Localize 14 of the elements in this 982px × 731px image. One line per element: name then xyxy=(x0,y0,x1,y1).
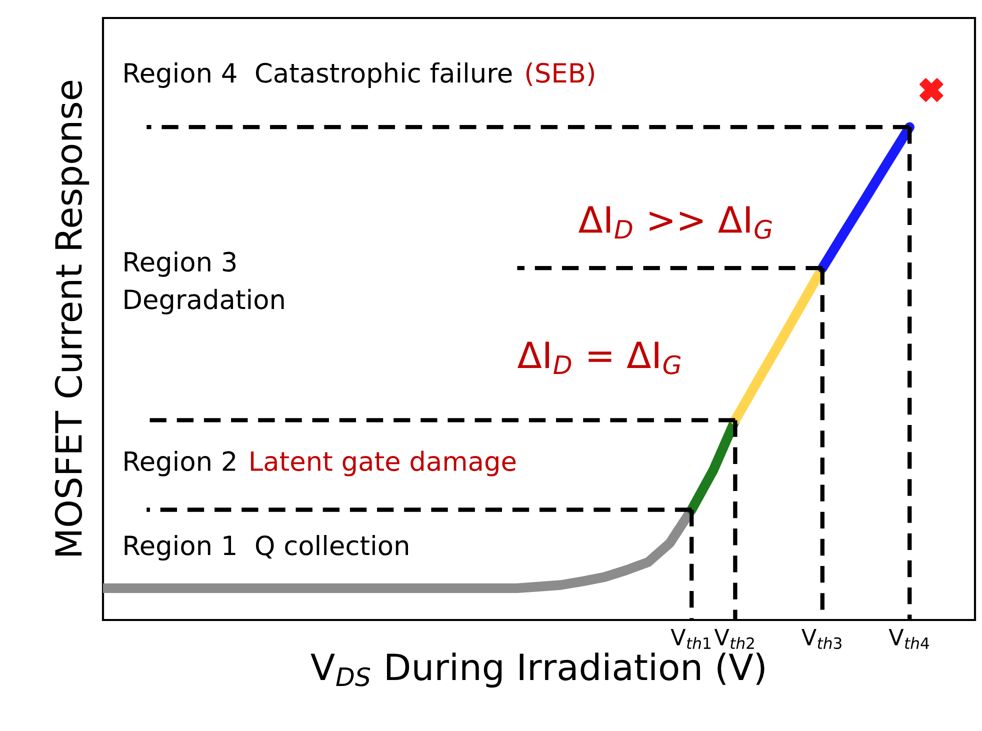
annotation: Region 2 xyxy=(124,450,236,476)
text: (SEB) xyxy=(526,62,594,86)
annotation: ΔI$_{D}$ >> ΔI$_{G}$ xyxy=(578,206,772,239)
x-axis-title: V$_{DS}$ During Irradiation (V) xyxy=(310,652,764,688)
annotation: Latent gate damage xyxy=(250,450,516,476)
x-tick-label: V$_{th2}$ xyxy=(714,628,754,649)
annotation: Region 1 Q collection xyxy=(124,534,408,561)
x-tick-label: V$_{th4}$ xyxy=(888,628,929,649)
annotation: ΔI$_{D}$ = ΔI$_{G}$ xyxy=(517,342,681,374)
x-tick-label: V$_{th3}$ xyxy=(802,628,842,650)
y-axis-title: MOSFET Current Response xyxy=(54,80,90,556)
text: Region 4 Catastrophic failure xyxy=(124,62,512,88)
x-tick-label: V$_{th1}$ xyxy=(670,628,710,649)
annotation: Region 3 Degradation xyxy=(124,251,284,314)
